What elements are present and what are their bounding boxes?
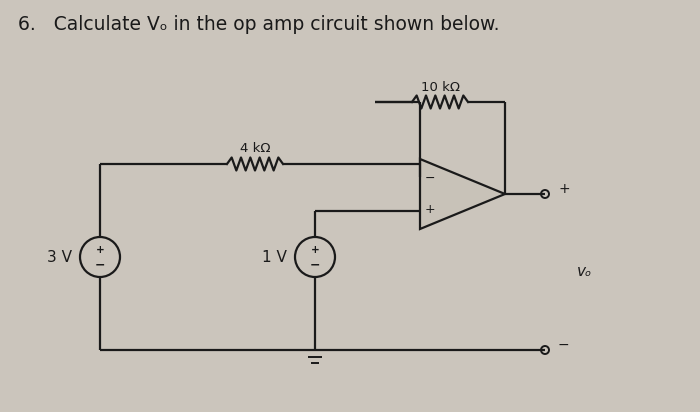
Text: +: + <box>96 245 104 255</box>
Text: +: + <box>311 245 319 255</box>
Text: −: − <box>425 172 435 185</box>
Text: 4 kΩ: 4 kΩ <box>239 142 270 155</box>
Text: −: − <box>558 338 570 352</box>
Text: −: − <box>309 258 321 271</box>
Text: 6.   Calculate Vₒ in the op amp circuit shown below.: 6. Calculate Vₒ in the op amp circuit sh… <box>18 15 500 34</box>
Text: vₒ: vₒ <box>577 265 592 279</box>
Text: +: + <box>425 203 435 216</box>
Text: −: − <box>94 258 105 271</box>
Text: +: + <box>558 182 570 196</box>
Text: 1 V: 1 V <box>262 250 287 265</box>
Text: 10 kΩ: 10 kΩ <box>421 81 459 94</box>
Text: 3 V: 3 V <box>47 250 72 265</box>
Polygon shape <box>420 159 505 229</box>
